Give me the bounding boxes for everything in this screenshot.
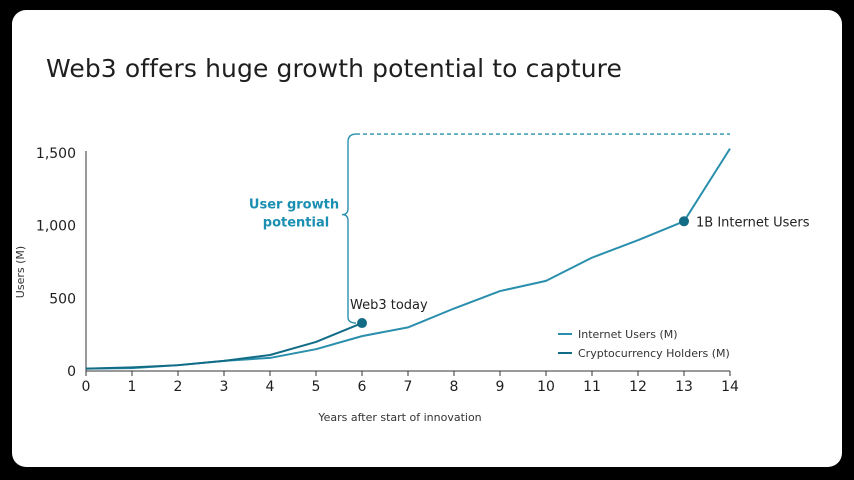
web3-today-marker — [357, 318, 367, 329]
x-tick-label: 5 — [312, 379, 321, 395]
x-tick-label: 14 — [721, 379, 739, 395]
markers: Web3 today 1B Internet Users — [350, 215, 810, 329]
series-lines — [85, 148, 731, 370]
x-tick-label: 10 — [537, 379, 555, 395]
chart-card: Web3 offers huge growth potential to cap… — [12, 10, 842, 467]
x-tick-label: 9 — [496, 379, 505, 395]
chart-title: Web3 offers huge growth potential to cap… — [46, 54, 622, 83]
x-tick-label: 4 — [266, 379, 275, 395]
internet-1b-marker — [679, 216, 689, 227]
y-tick-label: 1,000 — [36, 219, 76, 235]
x-tick-label: 6 — [358, 379, 367, 395]
growth-label-line-2: potential — [263, 216, 329, 231]
x-tick-label: 1 — [128, 379, 137, 395]
line-chart: 0 1 2 3 4 5 6 7 8 9 10 11 12 13 1405001,0001,500Years … — [14, 133, 810, 424]
growth-brace — [341, 133, 357, 324]
x-tick-label: 13 — [675, 379, 693, 395]
legend: Internet Users (M) Cryptocurrency Holders… — [558, 328, 730, 360]
y-tick-label: 0 — [67, 364, 76, 380]
growth-label-line-1: User growth — [249, 198, 339, 213]
legend-label: Internet Users (M) — [578, 328, 678, 341]
x-tick-label: 8 — [450, 379, 459, 395]
y-tick-label: 500 — [49, 291, 76, 307]
x-tick-label: 11 — [583, 379, 601, 395]
legend-label: Cryptocurrency Holders (M) — [578, 347, 730, 360]
x-tick-label: 12 — [629, 379, 647, 395]
x-tick-label: 7 — [404, 379, 413, 395]
web3-today-label: Web3 today — [350, 298, 428, 313]
y-axis-label: Users (M) — [14, 246, 27, 298]
x-axis-label: Years after start of innovation — [317, 411, 481, 424]
internet-1b-label: 1B Internet Users — [696, 215, 810, 230]
x-tick-label: 3 — [220, 379, 229, 395]
x-tick-label: 2 — [174, 379, 183, 395]
axes: 0 1 2 3 4 5 6 7 8 9 10 11 12 13 1405001,0001,500Years … — [14, 146, 739, 424]
annotations: User growth potential — [249, 133, 730, 324]
series-line-crypto-holders — [85, 322, 363, 370]
x-tick-label: 0 — [82, 379, 91, 395]
y-tick-label: 1,500 — [36, 146, 76, 162]
